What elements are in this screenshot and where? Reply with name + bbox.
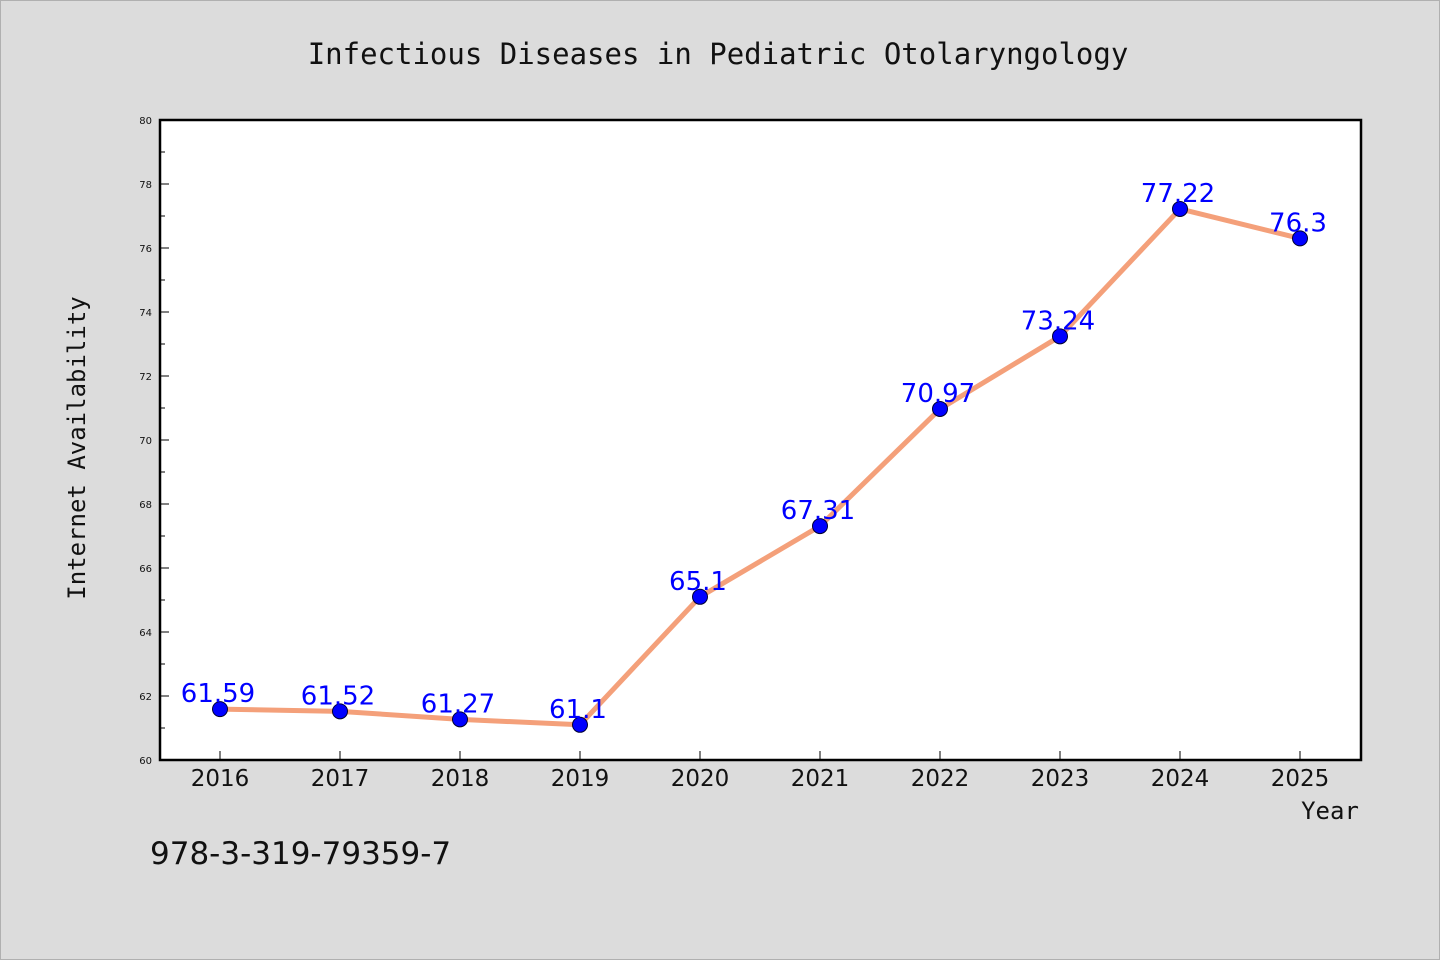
y-tick-label: 60	[139, 756, 152, 767]
x-tick-label: 2019	[551, 766, 610, 792]
x-tick-label: 2017	[311, 766, 370, 792]
y-tick-label: 76	[139, 244, 152, 255]
x-axis-label: Year	[1301, 797, 1359, 825]
data-label: 61.27	[421, 689, 495, 719]
data-label: 77.22	[1141, 179, 1215, 209]
chart-title: Infectious Diseases in Pediatric Otolary…	[308, 37, 1129, 71]
y-tick-label: 74	[139, 308, 152, 319]
data-label: 73.24	[1021, 306, 1095, 336]
data-series	[212, 200, 1308, 733]
data-point	[572, 716, 588, 733]
data-point	[1172, 200, 1188, 217]
y-tick-label: 78	[139, 180, 152, 191]
y-tick-label: 68	[139, 500, 152, 511]
y-axis-label: Internet Availability	[63, 296, 91, 599]
x-tick-label: 2021	[791, 766, 850, 792]
y-tick-label: 72	[139, 372, 152, 383]
y-tick-label: 66	[139, 564, 152, 575]
data-point	[452, 711, 468, 728]
data-label: 65.1	[669, 567, 727, 597]
x-tick-label: 2023	[1031, 766, 1090, 792]
data-label: 67.31	[781, 496, 855, 526]
x-tick-label: 2020	[671, 766, 730, 792]
data-labels: 61.59 61.52 61.27 61.1 65.1 67.31 70.97 73.24 77…	[181, 179, 1327, 725]
data-label: 61.59	[181, 679, 255, 709]
data-point	[212, 701, 228, 718]
data-point	[812, 518, 828, 535]
data-point	[1052, 328, 1068, 345]
x-tick-label: 2024	[1151, 766, 1210, 792]
y-tick-label: 80	[139, 116, 152, 127]
x-tick-label: 2018	[431, 766, 490, 792]
x-tick-label: 2025	[1271, 766, 1330, 792]
y-tick-label: 70	[139, 436, 152, 447]
isbn-annotation: 978-3-319-79359-7	[150, 836, 451, 872]
y-tick-label: 62	[139, 692, 152, 703]
plot-frame	[158, 118, 1363, 762]
data-label: 61.52	[301, 681, 375, 711]
data-point	[1292, 230, 1308, 247]
x-tick-label: 2022	[911, 766, 970, 792]
data-label: 70.97	[901, 379, 975, 409]
series-line	[217, 206, 1303, 728]
data-point	[932, 400, 948, 417]
x-tick-label: 2016	[191, 766, 250, 792]
axis-ticks: 60 62 64 66 68 70 72 74 76 78 80 2016 2017 2018 2019 20…	[139, 116, 1329, 792]
y-tick-label: 64	[139, 628, 152, 639]
data-label: 61.1	[549, 695, 607, 725]
data-label: 76.3	[1269, 208, 1327, 238]
data-point	[692, 588, 708, 605]
data-point	[332, 703, 348, 720]
